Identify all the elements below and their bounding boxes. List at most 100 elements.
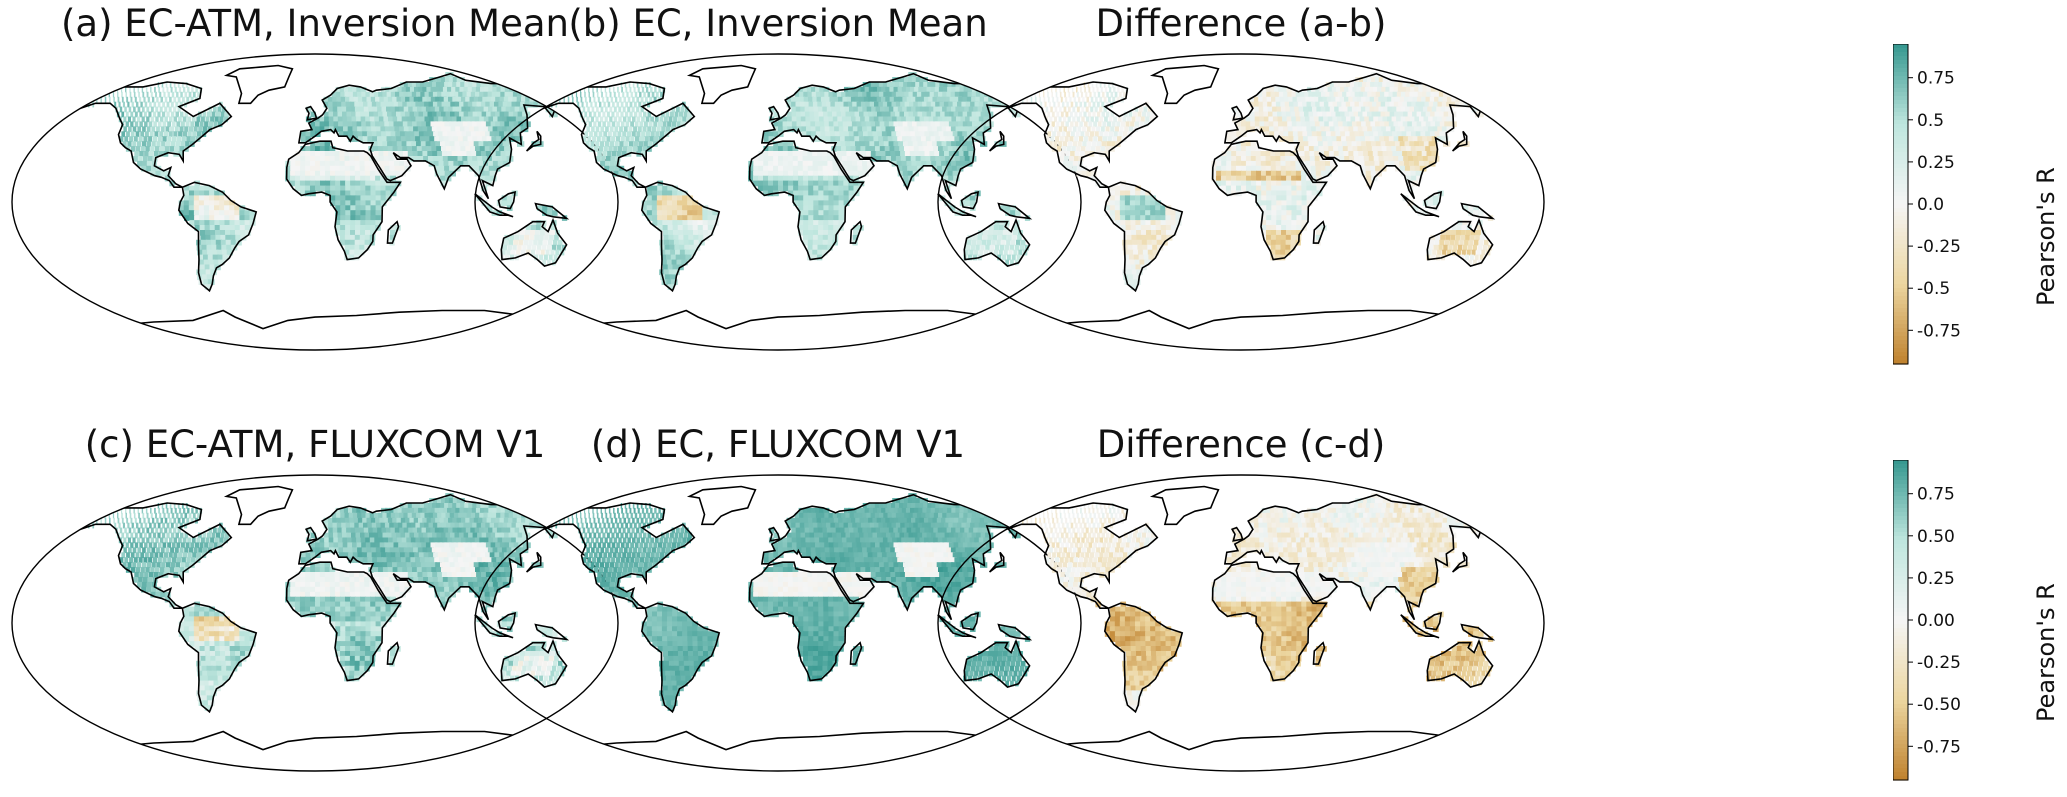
land-cell [640,96,644,103]
land-cell [180,141,185,147]
land-cell [1465,234,1470,241]
panel-a-title: (a) EC-ATM, Inversion Mean [61,2,569,45]
land-cell [954,136,962,142]
land-cell [1276,215,1283,221]
land-cell [1419,141,1427,147]
land-cell [1372,151,1380,157]
land-cell [354,160,361,167]
land-cell [345,200,352,207]
land-cell [441,101,449,108]
land-cell [1375,91,1384,98]
land-cell [1427,126,1436,133]
land-cell [1288,136,1295,142]
land-cell [835,141,842,147]
land-cell [851,121,859,128]
land-cell [345,220,351,226]
land-cell [808,225,814,231]
land-cell [538,239,543,246]
land-cell [800,116,807,123]
land-cell [370,175,377,182]
land-cell [1100,126,1105,133]
land-cell [633,86,636,93]
land-cell [586,116,590,123]
land-cell [663,230,670,236]
land-cell [758,170,764,177]
land-cell [1122,244,1129,251]
land-cell [1438,96,1447,103]
land-cell [802,151,809,157]
land-cell [330,175,336,182]
land-cell [1432,195,1439,202]
land-cell [1117,116,1122,123]
land-cell [675,249,682,256]
land-cell [1358,156,1366,162]
land-cell [698,230,705,236]
land-cell [892,77,900,83]
land-cell [335,220,341,226]
land-cell [132,126,137,133]
land-cell [357,136,364,142]
land-cell [976,121,985,128]
land-cell [1425,111,1434,118]
land-cell [1105,126,1110,133]
land-cell [138,156,143,162]
land-cell [520,230,525,236]
land-cell [667,264,675,271]
land-cell [1353,151,1360,157]
land-cell [357,131,364,137]
land-cell [1265,156,1272,162]
land-cell [903,82,911,88]
land-cell [1064,156,1069,162]
land-cell [1423,141,1431,147]
land-cell [1011,254,1016,261]
land-cell [1231,156,1237,162]
land-cell [1342,141,1349,147]
land-cell [967,121,976,128]
land-cell [551,101,553,108]
land-cell [1146,239,1153,246]
land-cell [1072,106,1076,113]
land-cell [933,106,941,113]
land-cell [1417,91,1427,98]
land-cell [600,106,604,113]
land-cell [452,156,460,162]
land-cell [857,170,864,177]
land-cell [150,116,155,123]
land-cell [1439,111,1448,118]
land-cell [1096,126,1101,133]
land-cell [219,200,225,207]
land-cell [1319,86,1326,93]
land-cell [1151,234,1158,241]
land-cell [1306,200,1313,207]
land-cell [1102,136,1108,142]
land-cell [926,101,934,108]
land-cell [445,111,453,118]
coastline-japan [1451,130,1468,152]
land-cell [518,121,527,128]
land-cell [1051,86,1053,93]
land-cell [192,131,197,137]
land-cell [551,259,556,266]
land-cell [198,279,206,285]
land-cell [1290,170,1297,177]
land-cell [1272,106,1278,113]
land-cell [1291,225,1297,231]
land-cell [1141,234,1148,241]
land-cell [802,86,809,93]
land-cell [464,126,472,133]
land-cell [1017,234,1022,241]
land-cell [1232,106,1238,113]
land-cell [944,121,952,128]
land-cell [497,126,505,133]
land-cell [974,101,983,108]
land-cell [300,156,306,162]
land-cell [1322,111,1329,118]
land-cell [1108,96,1111,103]
land-cell [948,131,956,137]
land-cell [365,175,372,182]
colorbar-segment [1893,204,1908,209]
land-cell [612,101,615,108]
land-cell [613,86,615,93]
land-cell [1285,160,1292,167]
land-cell [1104,210,1111,216]
